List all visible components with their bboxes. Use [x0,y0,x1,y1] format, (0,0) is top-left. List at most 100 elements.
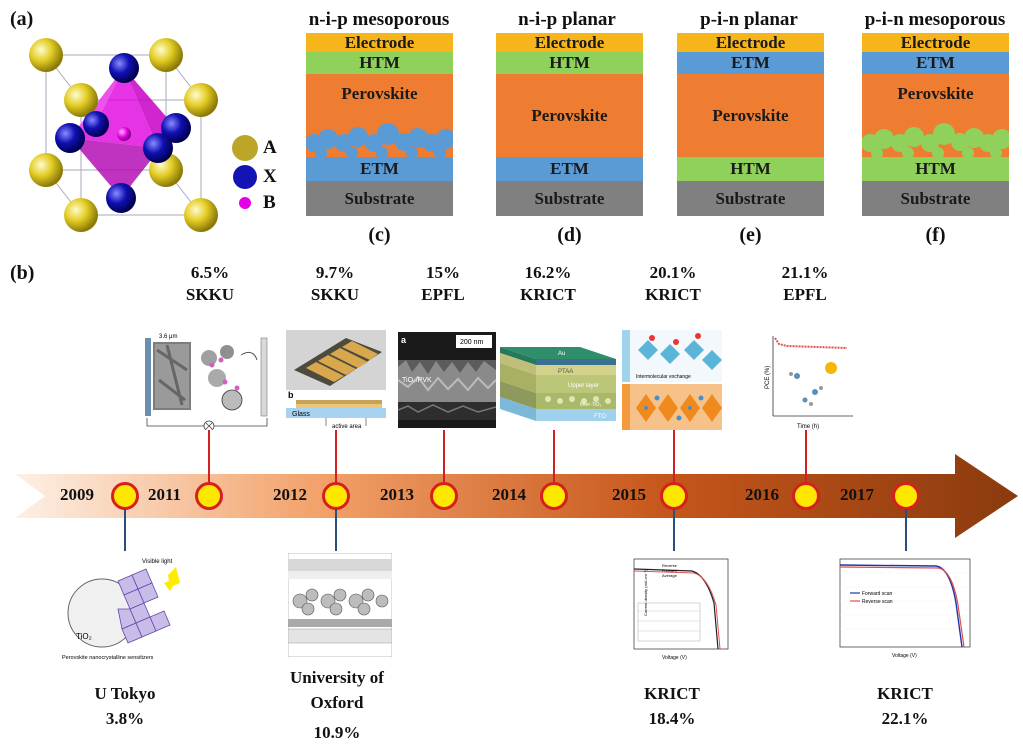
device-stack-e: Electrode ETM Perovskite HTM Substrate [677,33,824,216]
legend-a: A [232,133,277,163]
stem-2016 [805,430,807,483]
thumb-pce-axis-label: PCE (%) [765,366,771,389]
milestone-2011: 6.5% SKKU [155,262,265,306]
stem-2014 [553,430,555,483]
timeline-arrow [15,454,1018,538]
panel-label-a: (a) [10,8,34,30]
milestone-2012: 9.7% SKKU [280,262,390,306]
layer-htm: HTM [677,157,824,181]
stack-title-e: p-i-n planar [700,9,798,30]
thumb-visible-light-label: Visible light [142,559,173,565]
device-stack-f: Electrode ETM Perovskite HTM Substrate [862,33,1009,216]
milestone-institution: KRICT [520,285,576,304]
year-2013: 2013 [380,485,414,504]
timeline-dot-2017 [892,482,920,510]
stem-2009 [124,509,126,551]
thumb-a-label: a [401,335,407,345]
stack-letter-c: (c) [368,224,391,246]
thumb-au-label: Au [558,351,565,357]
thumb-2009-sensitizer: TiO₂ Visible light Perovskite nanocrysta… [58,553,186,665]
thumb-sensitizer-caption: Perovskite nanocrystalline sensitizers [62,655,154,661]
thumb-inter-tio2-label: Inter-TiO₂ [580,402,602,408]
stem-2017 [905,509,907,551]
layer-etm: ETM [306,157,453,181]
layer-etm: ETM [677,52,824,74]
legend-x: X [232,163,277,191]
year-2011: 2011 [148,485,182,504]
thumb-b-label: b [288,390,294,400]
milestone-institution: EPFL [783,285,827,304]
milestone-efficiency: 16.2% [524,263,572,282]
thumb-glass-label: Glass [292,411,310,418]
milestone-2016: 21.1% EPFL [750,262,860,306]
legend-x-label: X [263,166,277,187]
x-site-atoms [55,53,191,213]
crystal-legend: A X B [232,133,277,215]
thumb-2016-stability-plot: PCE (%) Time (h) [757,330,855,430]
layer-etm: ETM [862,52,1009,74]
milestone-institution: EPFL [421,285,465,304]
milestone-institution: KRICT [645,285,701,304]
thumb-tio2-label: TiO₂ [76,632,92,641]
milestone-institution: SKKU [185,285,235,304]
layer-perovskite: Perovskite [862,74,1009,120]
year-2009: 2009 [60,485,94,504]
panel-label-b: (b) [10,262,35,284]
milestone-efficiency: 15% [426,263,460,282]
jv-y-axis-label: Current density (mA cm⁻²) [643,569,648,616]
jv-x-axis-label-2017: Voltage (V) [892,653,917,659]
bottom-milestone-2017: KRICT 22.1% [830,681,980,731]
layer-electrode: Electrode [496,33,643,52]
thumb-2011-quantum-dot: 3.6 μm [137,330,275,430]
layer-substrate: Substrate [677,181,824,216]
bottom-efficiency: 18.4% [648,709,696,728]
milestone-efficiency: 20.1% [649,263,697,282]
bottom-institution: University of Oxford [290,668,384,712]
thumb-2013-sem: a 200 nm TiO₂/PVK [398,332,496,428]
thumb-fto-label: FTO [594,414,606,420]
jv-legend-forward: Forward [662,568,677,573]
bottom-institution: KRICT [877,684,933,703]
legend-b-label: B [263,192,276,213]
legend-b-swatch [239,197,251,209]
year-2012: 2012 [273,485,307,504]
thumb-scale-label: 200 nm [460,339,484,346]
jv-legend-reverse-scan: Reverse scan [862,599,893,605]
timeline-dot-2015 [660,482,688,510]
jv-x-axis-label: Voltage (V) [662,655,687,661]
timeline-dot-2011 [195,482,223,510]
thumb-tio2-pvk-label: TiO₂/PVK [402,377,432,384]
milestone-2013: 15% EPFL [388,262,498,306]
layer-electrode: Electrode [306,33,453,52]
bottom-efficiency: 3.8% [105,709,145,728]
b-site-atom [117,127,131,141]
jv-legend-average: Average [662,573,678,578]
thumb-active-area-label: active area [332,424,362,430]
stack-letter-e: (e) [739,224,762,246]
layer-htm: HTM [862,157,1009,181]
bottom-efficiency: 10.9% [313,723,361,742]
legend-a-swatch [232,135,258,161]
legend-x-swatch [233,165,257,189]
mesoporous-scaffold [862,119,1009,159]
milestone-efficiency: 9.7% [315,263,355,282]
layer-etm: ETM [496,157,643,181]
timeline-dot-2009 [111,482,139,510]
stem-2012 [335,430,337,483]
stack-letter-d: (d) [557,224,582,246]
milestone-institution: SKKU [310,285,360,304]
bottom-milestone-2009: U Tokyo 3.8% [50,681,200,731]
layer-perovskite: Perovskite [496,74,643,157]
layer-perovskite: Perovskite [306,74,453,120]
stem-2015-top [673,430,675,483]
layer-substrate: Substrate [496,181,643,216]
thumb-intermolecular-label: Intermolecular exchange [636,374,691,380]
stack-title-c: n-i-p mesoporous [308,9,450,30]
jv-legend-forward-scan: Forward scan [862,591,893,597]
year-2016: 2016 [745,485,779,504]
bottom-milestone-2012: University of Oxford 10.9% [262,665,412,745]
mesoporous-scaffold [306,119,453,159]
layer-perovskite: Perovskite [677,74,824,157]
layer-htm: HTM [306,52,453,74]
stack-title-f: p-i-n mesoporous [864,9,1006,30]
